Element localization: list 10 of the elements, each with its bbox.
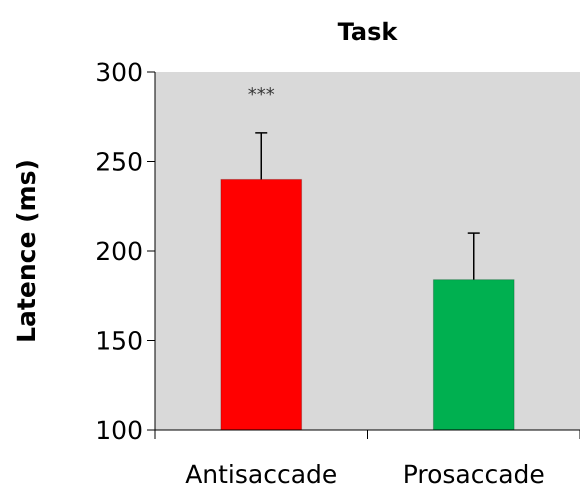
y-tick-label: 300 xyxy=(95,58,143,87)
x-tick-label: Antisaccade xyxy=(185,460,338,489)
y-tick-label: 150 xyxy=(95,326,143,356)
x-tick-label: Prosaccade xyxy=(402,460,545,489)
y-axis-title: Latence (ms) xyxy=(12,159,41,343)
annotation: *** xyxy=(248,84,275,106)
y-tick-label: 250 xyxy=(95,147,143,176)
chart-title: Task xyxy=(338,18,398,46)
y-tick-label: 200 xyxy=(95,236,143,266)
y-tick-label: 100 xyxy=(95,416,143,445)
